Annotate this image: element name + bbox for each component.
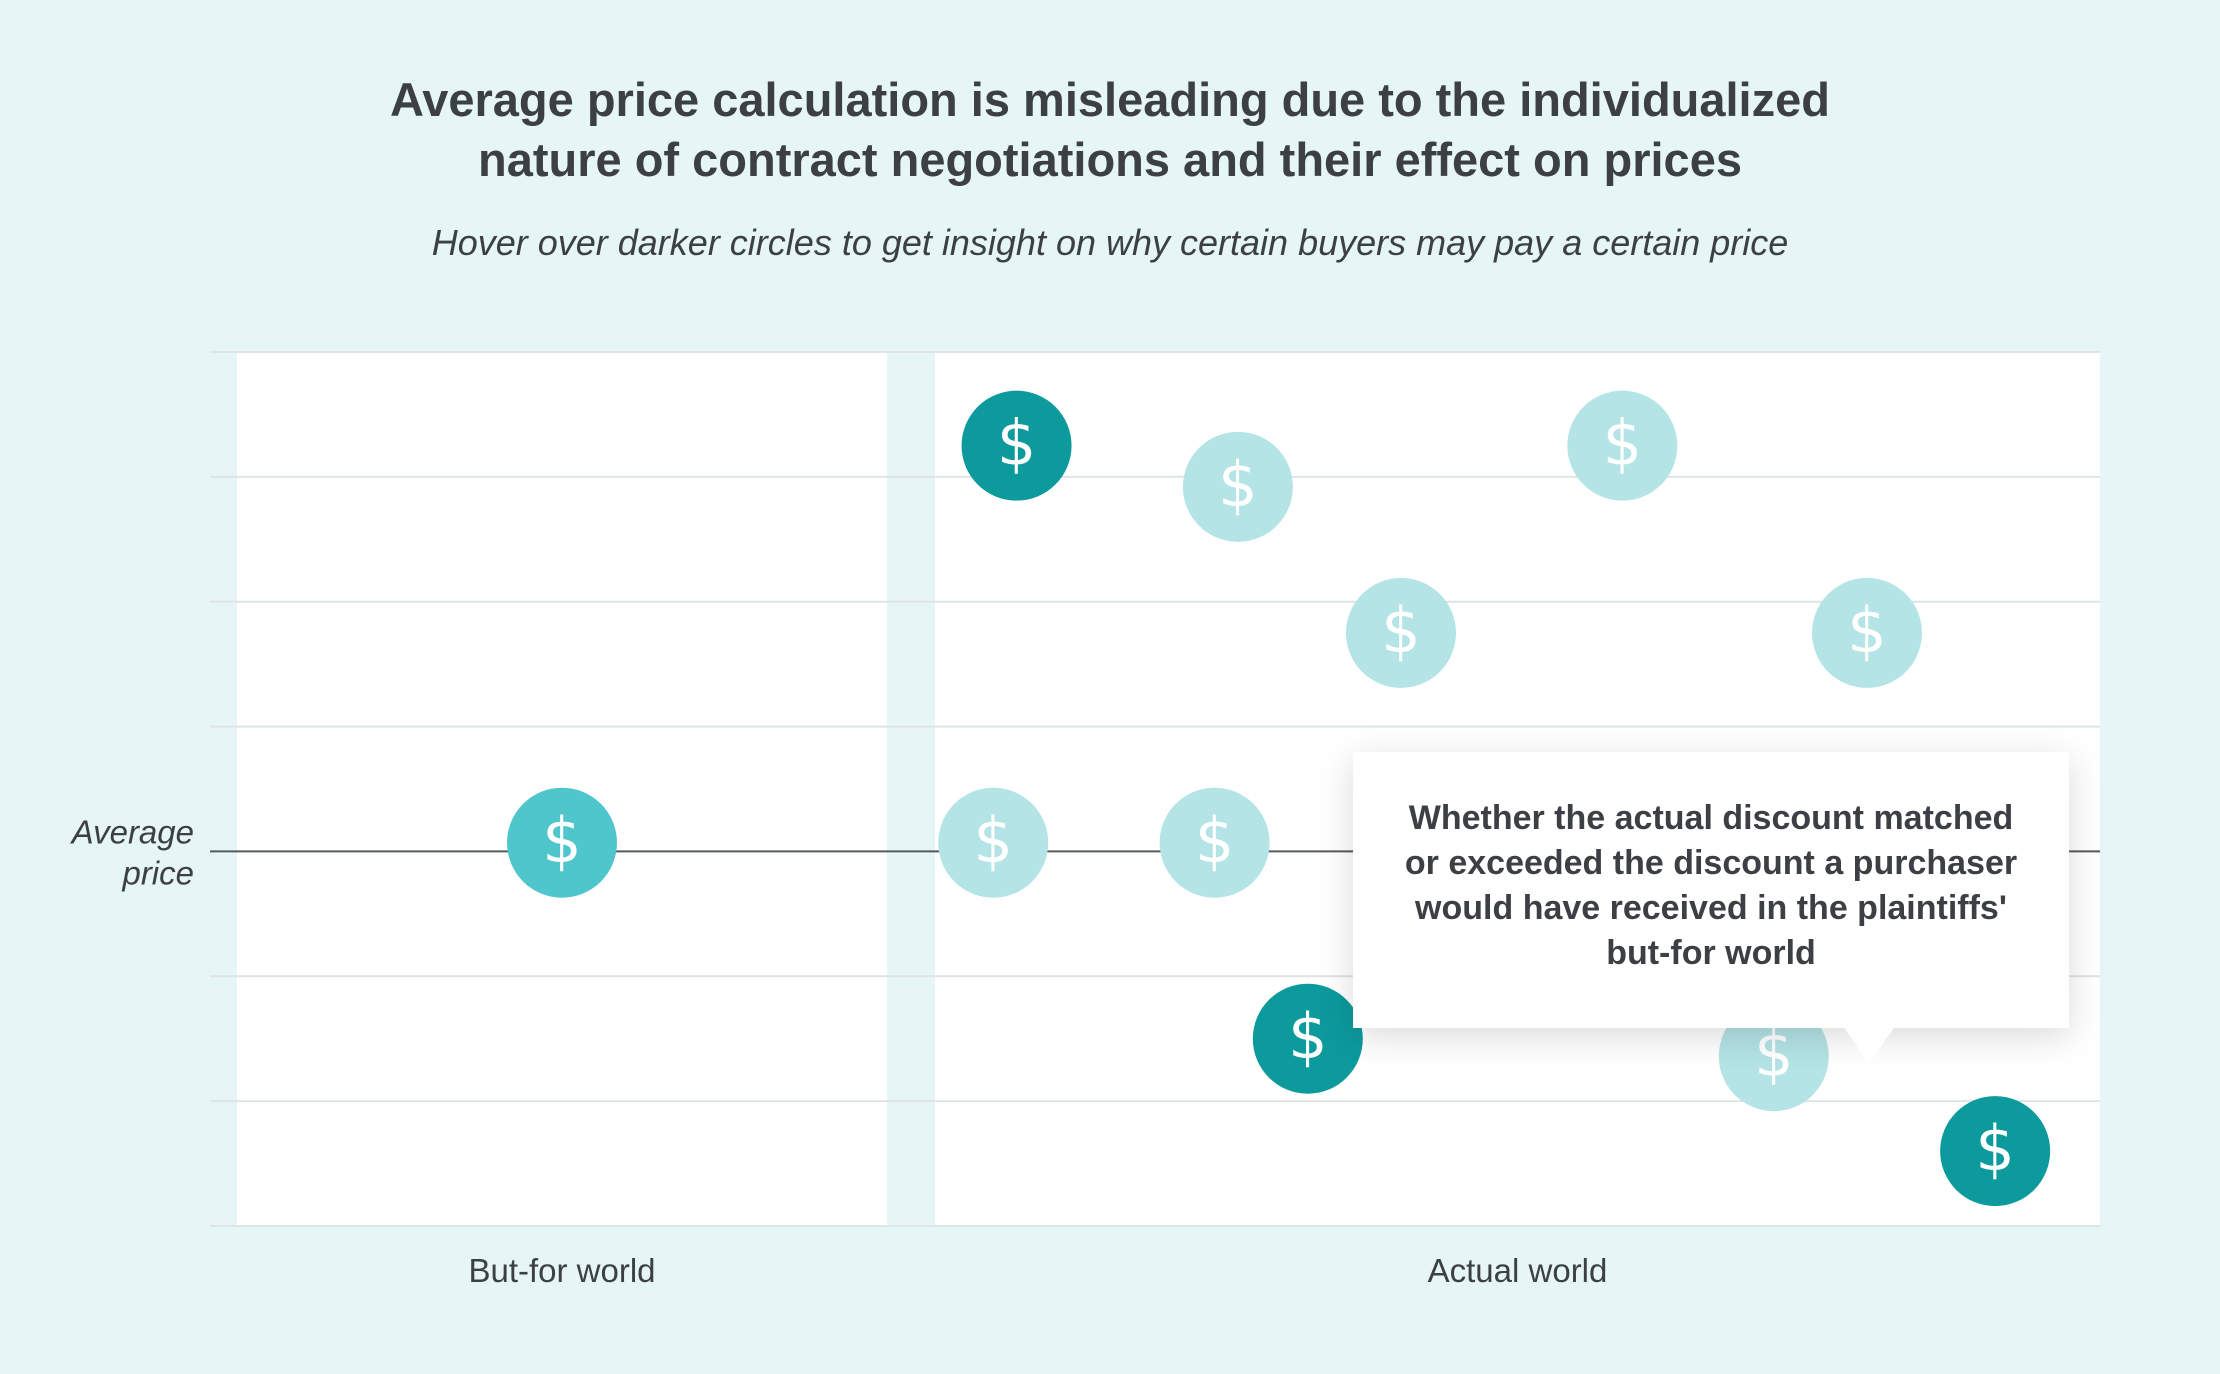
x-tick-label: But-for world xyxy=(468,1252,655,1289)
data-point-circle xyxy=(1182,431,1293,542)
axis-labels: But-for world Actual world xyxy=(468,1252,1607,1289)
data-point-circle xyxy=(507,787,617,898)
dollar-icon: $ xyxy=(1218,448,1257,521)
dollar-icon: $ xyxy=(1603,407,1642,480)
dollar-icon: $ xyxy=(974,804,1013,877)
data-point: $ xyxy=(1718,1001,1829,1112)
data-point: $ xyxy=(1182,431,1293,542)
chart-title-line-2: nature of contract negotiations and thei… xyxy=(478,133,1742,186)
average-price-label: Average xyxy=(70,813,194,850)
tooltip: Whether the actual discount matched or e… xyxy=(1353,752,2069,1028)
chart-subtitle: Hover over darker circles to get insight… xyxy=(431,222,1789,263)
data-point: $ xyxy=(1159,787,1270,898)
data-point: $ xyxy=(938,787,1049,898)
data-point-circle xyxy=(1159,787,1270,898)
tooltip-arrow xyxy=(1843,1026,1895,1064)
dollar-icon: $ xyxy=(1195,804,1234,877)
x-tick-label: Actual world xyxy=(1428,1252,1608,1289)
data-point-circle xyxy=(1812,577,1922,688)
data-point-circle xyxy=(961,390,1072,501)
data-point-circle xyxy=(938,787,1049,898)
data-point-dark[interactable]: $ xyxy=(961,390,1072,501)
dollar-icon: $ xyxy=(1754,1017,1793,1090)
chart-title-line-1: Average price calculation is misleading … xyxy=(390,73,1830,126)
dollar-icon: $ xyxy=(542,804,581,877)
data-point-circle xyxy=(1567,390,1678,501)
chart-title: Average price calculation is misleading … xyxy=(0,70,2220,190)
data-point-circle xyxy=(1718,1001,1829,1112)
data-point-circle xyxy=(1346,577,1456,688)
dollar-icon: $ xyxy=(1847,594,1886,667)
dollar-icon: $ xyxy=(1381,594,1420,667)
tooltip-text: Whether the actual discount matched or e… xyxy=(1404,799,2018,972)
data-point-circle xyxy=(1940,1096,2051,1207)
data-points: $ $ $ $ $ $ $ $ $ $ $ xyxy=(507,390,2051,1207)
data-point: $ xyxy=(1812,577,1922,688)
dollar-icon: $ xyxy=(1975,1112,2014,1185)
dollar-icon: $ xyxy=(1288,1000,1327,1073)
average-price-label: price xyxy=(121,854,194,891)
data-point: $ xyxy=(1346,577,1456,688)
data-point-dark[interactable]: $ xyxy=(1252,983,1363,1094)
data-point-circle xyxy=(1252,983,1363,1094)
data-point-dark[interactable]: $ xyxy=(1940,1096,2051,1207)
data-point: $ xyxy=(507,787,617,898)
gridlines-front xyxy=(237,351,2100,1227)
dollar-icon: $ xyxy=(997,407,1036,480)
data-point: $ xyxy=(1567,390,1678,501)
